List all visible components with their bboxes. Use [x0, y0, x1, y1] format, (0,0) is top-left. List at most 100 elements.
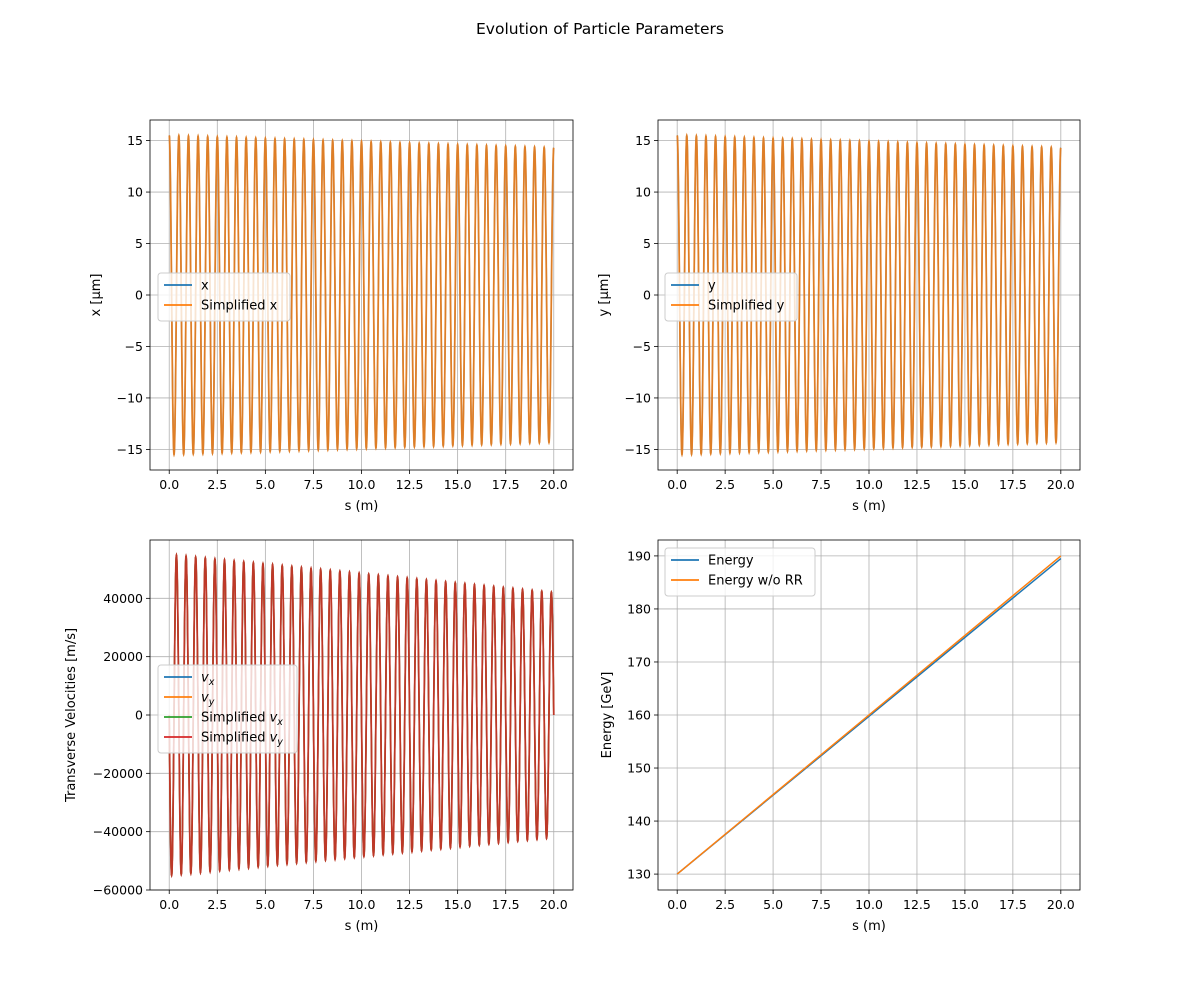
subplot-v: 0.0 2.5 5.0 7.5 10.0 12.5 15.0 17.5 20.0 −60000−… [64, 539, 574, 934]
x-tick-label: 17.5 [999, 897, 1027, 912]
x-axis-label-y: s (m) [852, 499, 886, 514]
y-tick-label: −60000 [93, 883, 143, 898]
x-tick-label: 5.0 [255, 477, 275, 492]
x-tick-label: 10.0 [855, 897, 883, 912]
y-tick-label: −5 [125, 339, 143, 354]
y-tick-label: 170 [627, 654, 651, 669]
legend-entry: vy [201, 691, 215, 709]
x-ticks-x: 0.0 2.5 5.0 7.5 10.0 12.5 15.0 17.5 20.0 [159, 470, 568, 492]
y-axis-label-y: y [μm] [597, 274, 612, 317]
x-tick-label: 15.0 [444, 477, 472, 492]
legend-entry: Simplified y [708, 299, 785, 314]
y-tick-label: 0 [643, 288, 651, 303]
y-tick-label: 0 [135, 708, 143, 723]
y-tick-label: 160 [627, 708, 651, 723]
x-tick-label: 20.0 [1047, 897, 1075, 912]
y-axis-label-v: Transverse Velocities [m/s] [64, 628, 79, 803]
y-tick-label: 140 [627, 814, 651, 829]
legend-box [157, 272, 291, 322]
legend-entry: x [201, 279, 209, 294]
x-tick-label: 10.0 [348, 897, 376, 912]
y-ticks-y: −15 −10 −5 0 5 10 15 [625, 133, 658, 457]
y-tick-label: 180 [627, 601, 651, 616]
y-tick-label: 5 [643, 236, 651, 251]
x-tick-label: 0.0 [667, 897, 687, 912]
legend-box [664, 272, 798, 322]
x-tick-label: 12.5 [396, 897, 424, 912]
x-tick-label: 20.0 [1047, 477, 1075, 492]
y-tick-label: −15 [117, 442, 143, 457]
y-tick-label: 10 [635, 185, 651, 200]
y-tick-label: −20000 [93, 766, 143, 781]
legend-entry: Energy [708, 554, 754, 569]
series-line-energy-1 [676, 555, 1062, 875]
legend-entry: y [708, 279, 716, 294]
series-line-v-3 [168, 552, 555, 879]
series-line-y-1 [676, 132, 1062, 458]
x-tick-label: 10.0 [348, 477, 376, 492]
y-tick-label: 5 [135, 236, 143, 251]
x-tick-label: 17.5 [492, 477, 520, 492]
y-tick-label: −40000 [93, 824, 143, 839]
subplot-y: 0.0 2.5 5.0 7.5 10.0 12.5 15.0 17.5 20.0 −15−10−… [597, 119, 1081, 514]
subplot-energy: 0.0 2.5 5.0 7.5 10.0 12.5 15.0 17.5 20.0 1301401… [600, 539, 1081, 934]
legend-entry: Energy w/o RR [708, 574, 803, 589]
y-tick-label: 40000 [103, 591, 143, 606]
legend-box [664, 547, 816, 597]
x-tick-label: 7.5 [811, 477, 831, 492]
plot-lines-x [168, 132, 555, 458]
x-ticks-v: 0.0 2.5 5.0 7.5 10.0 12.5 15.0 17.5 20.0 [159, 890, 568, 912]
x-tick-label: 10.0 [855, 477, 883, 492]
legend-energy: Energy Energy w/o RR [664, 547, 816, 597]
x-axis-label-x: s (m) [345, 499, 379, 514]
y-tick-label: −5 [633, 339, 651, 354]
x-axis-label-energy: s (m) [852, 919, 886, 934]
y-ticks-v: −60000 −40000 −20000 0 20000 40000 [93, 591, 150, 898]
x-tick-label: 12.5 [396, 477, 424, 492]
grid-energy [658, 540, 1080, 890]
x-tick-label: 17.5 [492, 897, 520, 912]
y-tick-label: 130 [627, 867, 651, 882]
series-line-x-1 [168, 132, 555, 458]
x-tick-label: 2.5 [207, 477, 227, 492]
x-tick-label: 20.0 [540, 897, 568, 912]
y-ticks-energy: 130 140 150 160 170 180 190 [627, 548, 658, 882]
x-tick-label: 5.0 [763, 477, 783, 492]
x-tick-label: 7.5 [811, 897, 831, 912]
x-tick-label: 0.0 [667, 477, 687, 492]
y-tick-label: −10 [117, 390, 143, 405]
y-tick-label: 0 [135, 288, 143, 303]
x-tick-label: 15.0 [951, 897, 979, 912]
x-tick-label: 2.5 [207, 897, 227, 912]
x-tick-label: 12.5 [903, 897, 931, 912]
x-tick-label: 7.5 [303, 477, 323, 492]
y-tick-label: 15 [635, 133, 651, 148]
plot-lines-v [168, 552, 555, 879]
legend-entry: Simplified x [201, 299, 278, 314]
y-tick-label: 15 [127, 133, 143, 148]
x-tick-label: 2.5 [715, 897, 735, 912]
x-tick-label: 0.0 [159, 477, 179, 492]
x-tick-label: 5.0 [763, 897, 783, 912]
figure-title: Evolution of Particle Parameters [476, 20, 724, 38]
x-tick-label: 7.5 [303, 897, 323, 912]
legend-entry: Simplified vx [201, 711, 283, 729]
y-tick-label: 150 [627, 761, 651, 776]
y-tick-label: 190 [627, 548, 651, 563]
x-ticks-y: 0.0 2.5 5.0 7.5 10.0 12.5 15.0 17.5 20.0 [667, 470, 1075, 492]
y-tick-label: 20000 [103, 649, 143, 664]
x-axis-label-v: s (m) [345, 919, 379, 934]
y-tick-label: −10 [625, 390, 651, 405]
x-tick-label: 12.5 [903, 477, 931, 492]
legend-entry: Simplified vy [201, 731, 283, 749]
x-tick-label: 15.0 [951, 477, 979, 492]
x-tick-label: 5.0 [255, 897, 275, 912]
legend-v: vx vy Simplified vx Simplified vy [157, 664, 298, 754]
x-tick-label: 0.0 [159, 897, 179, 912]
plot-lines-y [676, 132, 1062, 458]
x-tick-label: 17.5 [999, 477, 1027, 492]
y-axis-label-x: x [μm] [89, 274, 104, 317]
plot-lines-energy [676, 555, 1062, 875]
legend-entry: vx [201, 671, 215, 689]
